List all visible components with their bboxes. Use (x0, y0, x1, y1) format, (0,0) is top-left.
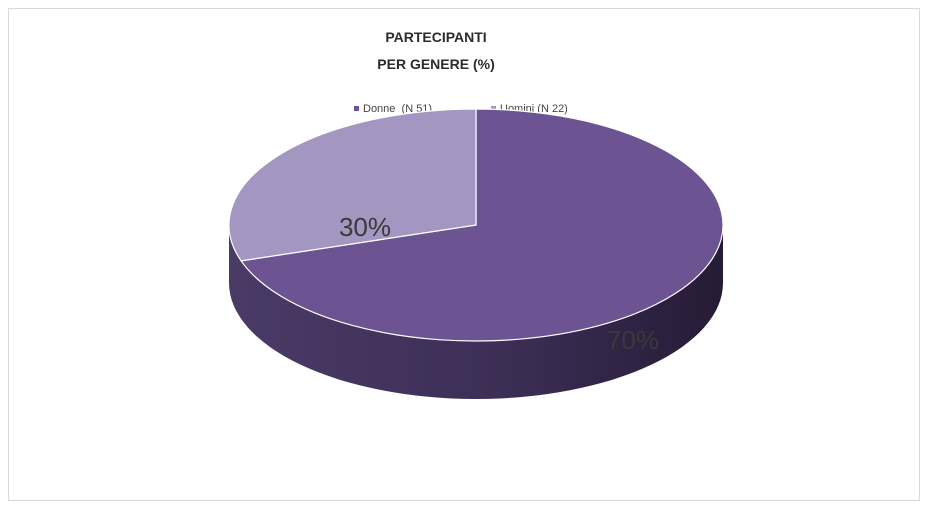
data-label-donne: 70% (607, 325, 659, 355)
pie-side-wall (229, 225, 723, 399)
chart-title-line-1: PARTECIPANTI (385, 29, 486, 45)
pie-slice-donne (240, 108, 724, 342)
pie-slice-uomini (228, 108, 477, 262)
legend-swatch-uomini (491, 106, 496, 111)
chart-frame: PARTECIPANTI PER GENERE (%) Donne (N 51)… (8, 8, 920, 501)
data-label-uomini: 30% (339, 212, 391, 242)
legend-swatch-donne (354, 106, 359, 111)
pie-group (228, 108, 724, 399)
pie-chart: PARTECIPANTI PER GENERE (%) Donne (N 51)… (228, 29, 724, 399)
chart-title-line-2: PER GENERE (%) (377, 56, 494, 72)
